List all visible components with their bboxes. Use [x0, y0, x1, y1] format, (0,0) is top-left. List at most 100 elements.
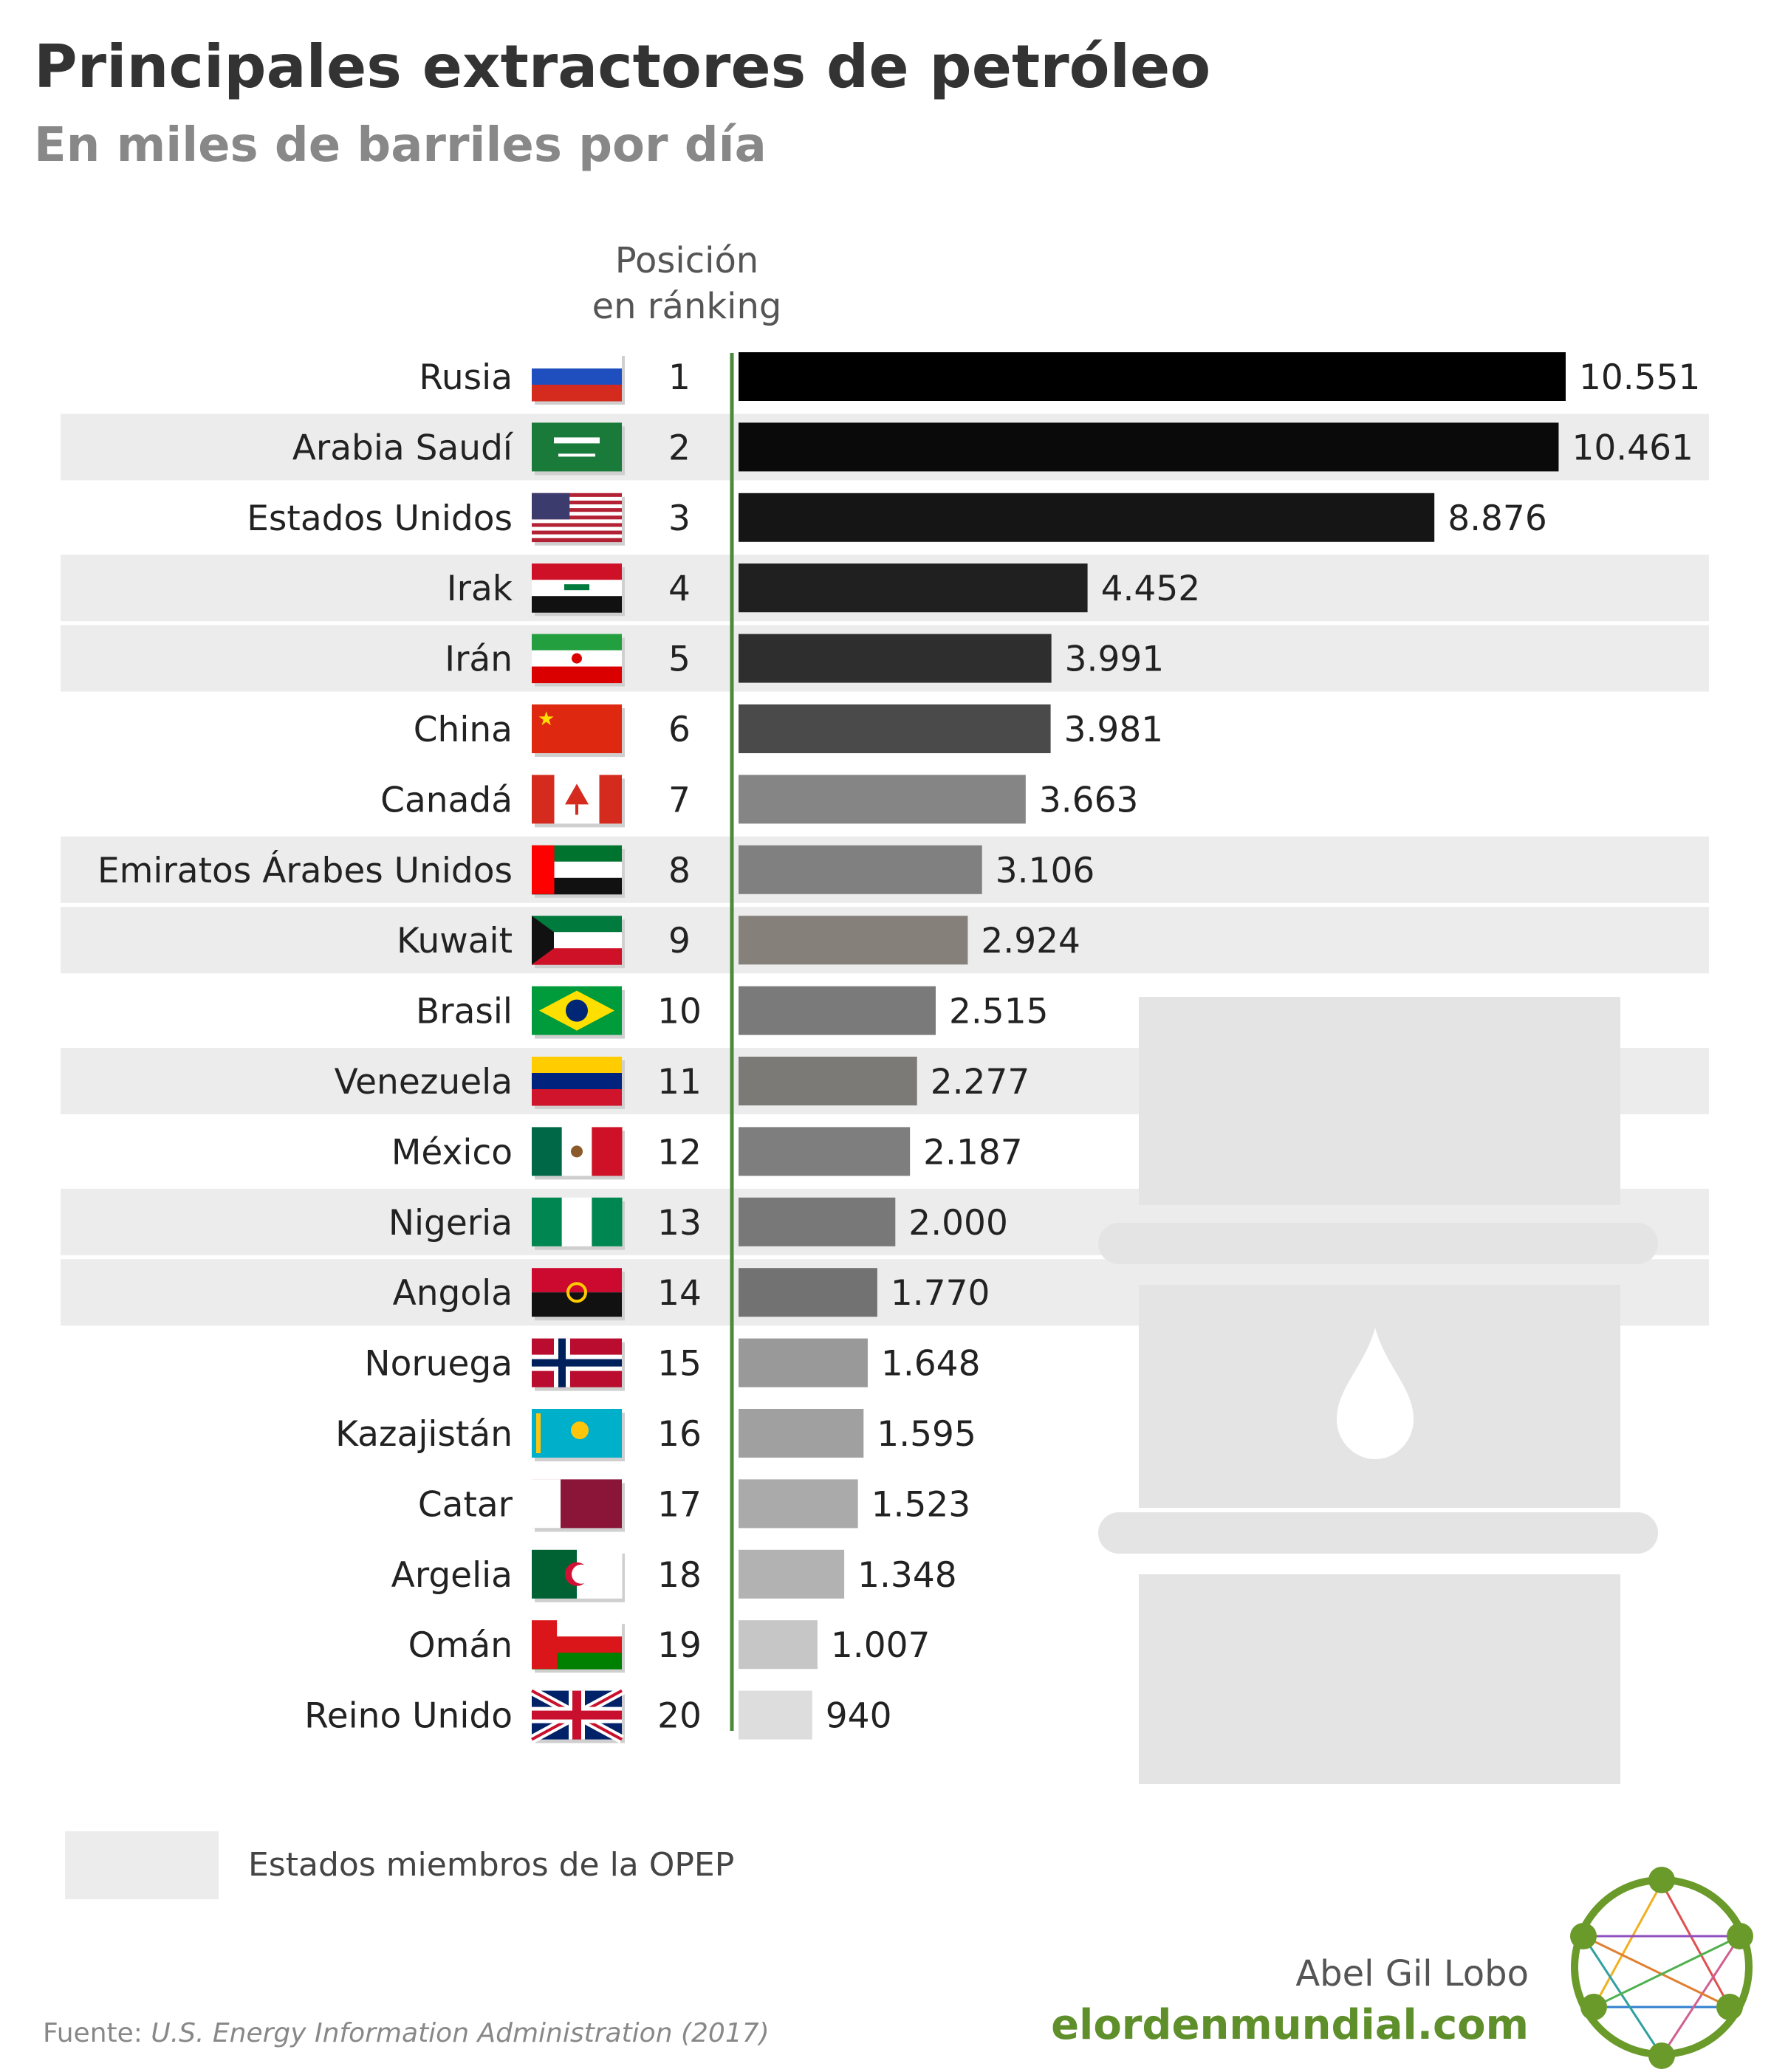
flag-algeria-icon: [532, 1549, 625, 1602]
bar-chart: Rusia 1 10.551 Arabia Saudí 2 10.461 Estados U…: [61, 352, 1709, 1784]
value-label: 1.348: [857, 1555, 957, 1596]
chart-row-18: Argelia 18 1.348: [391, 1549, 957, 1602]
flag-china-icon: ★: [532, 704, 625, 757]
value-label: 1.648: [881, 1344, 981, 1385]
value-label: 2.924: [981, 921, 1080, 961]
rank-label: 8: [668, 851, 691, 891]
chart-row-2: Arabia Saudí 2 10.461: [292, 422, 1693, 476]
bar-3: [739, 493, 1435, 542]
country-label: Omán: [408, 1625, 513, 1666]
chart-row-15: Noruega 15 1.648: [364, 1338, 981, 1391]
bar-10: [739, 986, 936, 1035]
value-label: 940: [826, 1696, 892, 1737]
rank-label: 12: [657, 1132, 702, 1173]
flag-uk-icon: [530, 1687, 625, 1743]
rank-label: 10: [657, 992, 702, 1032]
chart-row-8: Emiratos Árabes Unidos 8 3.106: [97, 845, 1095, 898]
flag-norway-icon: [532, 1338, 625, 1391]
country-label: México: [391, 1132, 513, 1173]
rank-label: 19: [657, 1625, 702, 1666]
value-label: 2.000: [908, 1203, 1008, 1243]
flag-usa-icon: [532, 493, 625, 546]
rank-label: 14: [657, 1273, 702, 1314]
chart-row-5: Irán 5 3.991: [445, 634, 1164, 687]
bar-19: [739, 1620, 818, 1670]
country-label: Kazajistán: [335, 1414, 513, 1455]
bar-16: [739, 1409, 864, 1458]
rank-label: 11: [657, 1062, 702, 1102]
flag-venezuela-icon: [532, 1057, 625, 1109]
rank-header-line2: en ránking: [592, 286, 782, 327]
rank-label: 16: [657, 1414, 702, 1455]
country-label: Kuwait: [397, 921, 513, 961]
country-label: Estados Unidos: [247, 498, 513, 539]
value-label: 1.770: [891, 1273, 990, 1314]
oil-barrel-icon: [1098, 997, 1658, 1784]
country-label: Venezuela: [335, 1062, 513, 1102]
country-label: Emiratos Árabes Unidos: [97, 851, 513, 891]
bar-7: [739, 775, 1026, 824]
value-label: 3.991: [1065, 639, 1165, 680]
rank-label: 2: [668, 428, 691, 468]
bar-11: [739, 1057, 917, 1105]
country-label: Argelia: [391, 1555, 513, 1596]
bar-18: [739, 1549, 845, 1599]
value-label: 10.551: [1579, 357, 1700, 398]
country-label: Noruega: [364, 1344, 513, 1385]
flag-kazakhstan-icon: [532, 1409, 625, 1461]
value-label: 2.277: [931, 1062, 1030, 1102]
chart-row-12: México 12 2.187: [391, 1127, 1023, 1180]
flag-nigeria-icon: [532, 1197, 625, 1250]
oil-drop-icon: [1337, 1328, 1414, 1459]
rank-label: 3: [668, 498, 691, 539]
bar-5: [739, 634, 1052, 683]
chart-row-9: Kuwait 9 2.924: [397, 916, 1080, 969]
chart-row-14: Angola 14 1.770: [393, 1268, 990, 1321]
flag-canada-icon: [532, 775, 625, 828]
author-name: Abel Gil Lobo: [1295, 1953, 1529, 1994]
chart-row-10: Brasil 10 2.515: [416, 986, 1049, 1039]
value-label: 4.452: [1101, 569, 1201, 609]
flag-mexico-icon: [532, 1127, 625, 1180]
source-name: U.S. Energy Information Administration (…: [151, 2018, 770, 2048]
bar-8: [739, 845, 982, 894]
country-label: Brasil: [416, 992, 513, 1032]
country-label: Arabia Saudí: [292, 428, 514, 468]
value-label: 3.663: [1039, 780, 1139, 820]
chart-row-20: Reino Unido 20 940: [304, 1687, 892, 1743]
rank-label: 13: [657, 1203, 702, 1243]
country-label: Nigeria: [388, 1203, 513, 1243]
bar-12: [739, 1127, 911, 1176]
rank-label: 1: [668, 357, 691, 398]
flag-qatar-icon: [532, 1479, 625, 1532]
bar-6: [739, 704, 1051, 753]
country-label: Catar: [418, 1484, 513, 1525]
rank-label: 17: [657, 1484, 702, 1525]
opec-legend-label: Estados miembros de la OPEP: [248, 1846, 735, 1884]
chart-row-3: Estados Unidos 3 8.876: [247, 493, 1547, 546]
value-label: 1.007: [831, 1625, 931, 1666]
chart-title: Principales extractores de petróleo: [34, 32, 1211, 101]
country-label: Rusia: [419, 357, 513, 398]
rank-column-header: Posición en ránking: [561, 238, 812, 329]
flag-brazil-icon: [532, 986, 625, 1039]
flag-russia-icon: [532, 352, 625, 405]
country-label: China: [414, 710, 513, 750]
bar-4: [739, 563, 1088, 613]
flag-uae-icon: [532, 845, 625, 898]
rank-label: 15: [657, 1344, 702, 1385]
value-label: 2.187: [923, 1132, 1023, 1173]
chart-row-11: Venezuela 11 2.277: [335, 1057, 1030, 1109]
flag-saudi-arabia-icon: [532, 422, 625, 476]
value-label: 1.523: [871, 1484, 971, 1525]
rank-label: 18: [657, 1555, 702, 1596]
value-label: 8.876: [1448, 498, 1547, 539]
website-link[interactable]: elordenmundial.com: [1051, 2001, 1529, 2049]
rank-header-line1: Posición: [614, 240, 759, 281]
bar-14: [739, 1268, 877, 1317]
bar-15: [739, 1338, 868, 1387]
country-label: Angola: [393, 1273, 513, 1314]
flag-kuwait-icon: [532, 916, 625, 969]
country-label: Canadá: [380, 780, 513, 820]
bar-13: [739, 1197, 896, 1246]
